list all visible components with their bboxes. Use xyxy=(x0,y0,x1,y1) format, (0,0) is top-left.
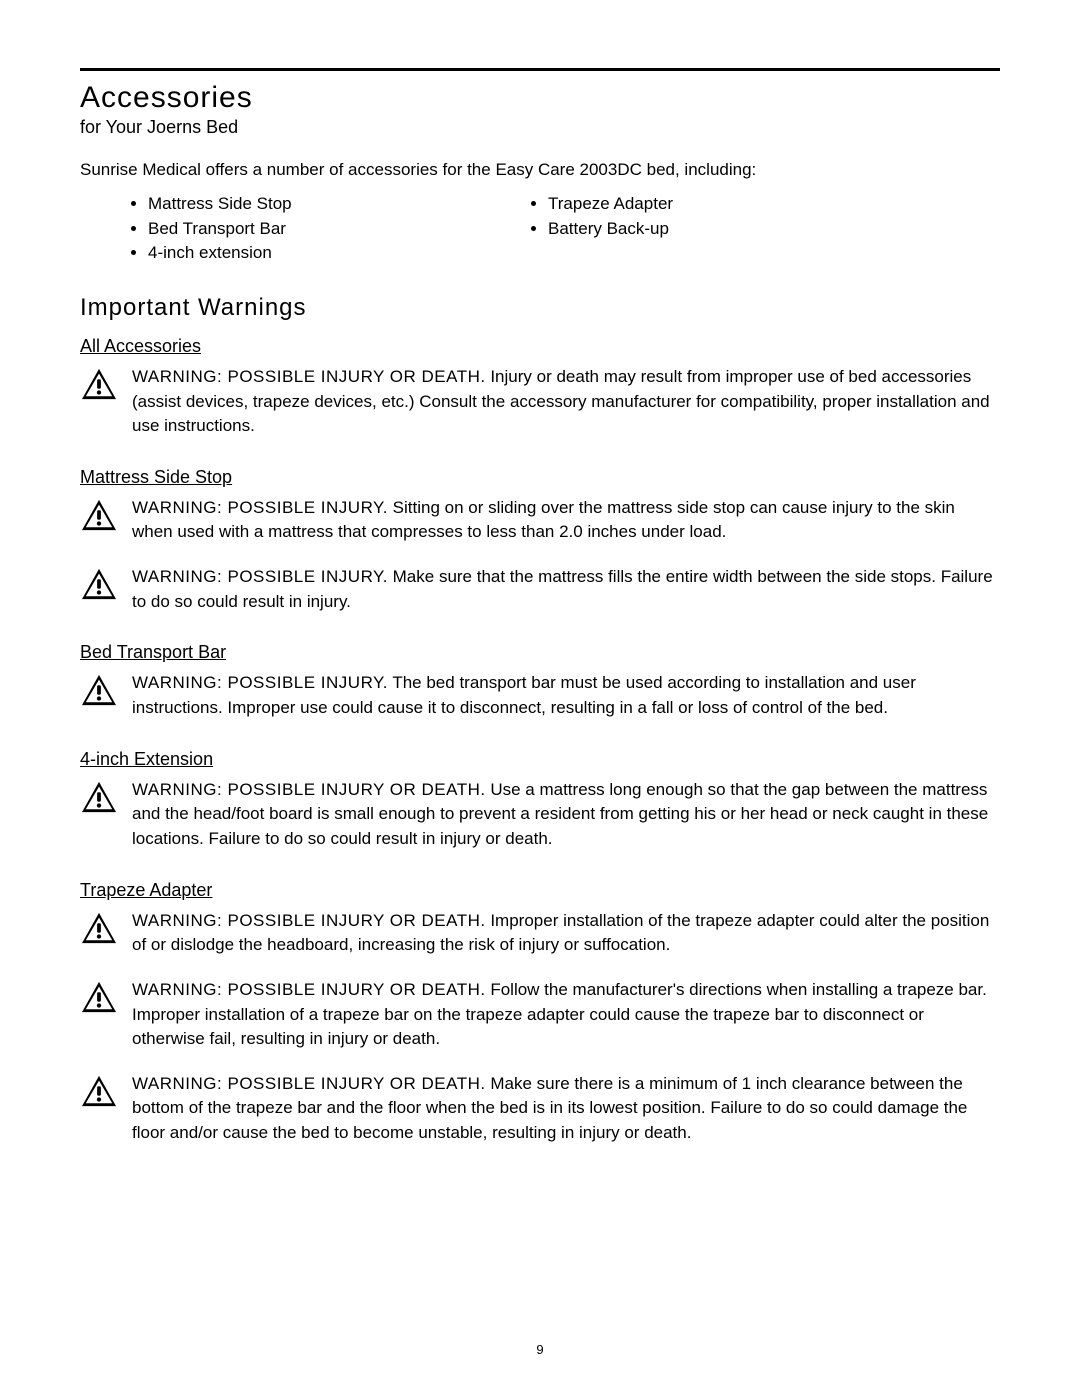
warning-label: WARNING: POSSIBLE INJURY. xyxy=(132,673,388,692)
warning-text: WARNING: POSSIBLE INJURY OR DEATH. Injur… xyxy=(132,365,1000,439)
section-header: All Accessories xyxy=(80,336,1000,357)
warning-icon-wrap xyxy=(80,367,118,406)
warning-text: WARNING: POSSIBLE INJURY. Make sure that… xyxy=(132,565,1000,614)
warning-row: WARNING: POSSIBLE INJURY OR DEATH. Follo… xyxy=(80,978,1000,1052)
list-item: Mattress Side Stop xyxy=(148,192,490,217)
list-item: Battery Back-up xyxy=(548,217,890,242)
warning-text: WARNING: POSSIBLE INJURY OR DEATH. Make … xyxy=(132,1072,1000,1146)
bullet-col-left: Mattress Side Stop Bed Transport Bar 4-i… xyxy=(130,192,490,266)
list-item: 4-inch extension xyxy=(148,241,490,266)
warning-label: WARNING: POSSIBLE INJURY OR DEATH. xyxy=(132,911,486,930)
warning-icon xyxy=(80,498,118,532)
warning-text: WARNING: POSSIBLE INJURY OR DEATH. Impro… xyxy=(132,909,1000,958)
section-header: 4-inch Extension xyxy=(80,749,1000,770)
bullet-columns: Mattress Side Stop Bed Transport Bar 4-i… xyxy=(130,192,1000,266)
warning-icon-wrap xyxy=(80,780,118,819)
list-item: Bed Transport Bar xyxy=(148,217,490,242)
warning-section: Trapeze Adapter WARNING: POSSIBLE INJURY… xyxy=(80,880,1000,1146)
page-number: 9 xyxy=(0,1342,1080,1357)
warning-icon-wrap xyxy=(80,673,118,712)
warning-icon xyxy=(80,1074,118,1108)
list-item: Trapeze Adapter xyxy=(548,192,890,217)
warning-label: WARNING: POSSIBLE INJURY OR DEATH. xyxy=(132,367,486,386)
warning-icon xyxy=(80,367,118,401)
warning-icon-wrap xyxy=(80,1074,118,1113)
warning-icon xyxy=(80,567,118,601)
warnings-heading: Important Warnings xyxy=(80,294,1000,322)
page-title: Accessories xyxy=(80,81,1000,115)
warning-row: WARNING: POSSIBLE INJURY OR DEATH. Injur… xyxy=(80,365,1000,439)
section-header: Bed Transport Bar xyxy=(80,642,1000,663)
warning-label: WARNING: POSSIBLE INJURY. xyxy=(132,567,388,586)
warning-text: WARNING: POSSIBLE INJURY OR DEATH. Use a… xyxy=(132,778,1000,852)
warning-section: Mattress Side Stop WARNING: POSSIBLE INJ… xyxy=(80,467,1000,615)
warning-section: 4-inch Extension WARNING: POSSIBLE INJUR… xyxy=(80,749,1000,852)
warning-row: WARNING: POSSIBLE INJURY OR DEATH. Make … xyxy=(80,1072,1000,1146)
warning-section: All Accessories WARNING: POSSIBLE INJURY… xyxy=(80,336,1000,439)
section-header: Mattress Side Stop xyxy=(80,467,1000,488)
warning-section: Bed Transport Bar WARNING: POSSIBLE INJU… xyxy=(80,642,1000,720)
top-rule xyxy=(80,68,1000,71)
warning-icon xyxy=(80,980,118,1014)
warning-text: WARNING: POSSIBLE INJURY. The bed transp… xyxy=(132,671,1000,720)
warning-icon-wrap xyxy=(80,911,118,950)
bullet-col-right: Trapeze Adapter Battery Back-up xyxy=(530,192,890,266)
intro-text: Sunrise Medical offers a number of acces… xyxy=(80,160,1000,180)
warning-row: WARNING: POSSIBLE INJURY. Sitting on or … xyxy=(80,496,1000,545)
warning-icon-wrap xyxy=(80,498,118,537)
warning-row: WARNING: POSSIBLE INJURY OR DEATH. Impro… xyxy=(80,909,1000,958)
warning-icon-wrap xyxy=(80,980,118,1019)
page-subtitle: for Your Joerns Bed xyxy=(80,117,1000,138)
warning-text: WARNING: POSSIBLE INJURY. Sitting on or … xyxy=(132,496,1000,545)
warning-label: WARNING: POSSIBLE INJURY OR DEATH. xyxy=(132,980,486,999)
warning-label: WARNING: POSSIBLE INJURY OR DEATH. xyxy=(132,780,486,799)
warning-label: WARNING: POSSIBLE INJURY OR DEATH. xyxy=(132,1074,486,1093)
warning-row: WARNING: POSSIBLE INJURY. Make sure that… xyxy=(80,565,1000,614)
warning-row: WARNING: POSSIBLE INJURY OR DEATH. Use a… xyxy=(80,778,1000,852)
warning-row: WARNING: POSSIBLE INJURY. The bed transp… xyxy=(80,671,1000,720)
warning-icon xyxy=(80,673,118,707)
section-header: Trapeze Adapter xyxy=(80,880,1000,901)
warning-icon-wrap xyxy=(80,567,118,606)
warning-text: WARNING: POSSIBLE INJURY OR DEATH. Follo… xyxy=(132,978,1000,1052)
warning-icon xyxy=(80,911,118,945)
page: Accessories for Your Joerns Bed Sunrise … xyxy=(0,0,1080,1397)
warning-label: WARNING: POSSIBLE INJURY. xyxy=(132,498,388,517)
sections-container: All Accessories WARNING: POSSIBLE INJURY… xyxy=(80,336,1000,1146)
warning-icon xyxy=(80,780,118,814)
